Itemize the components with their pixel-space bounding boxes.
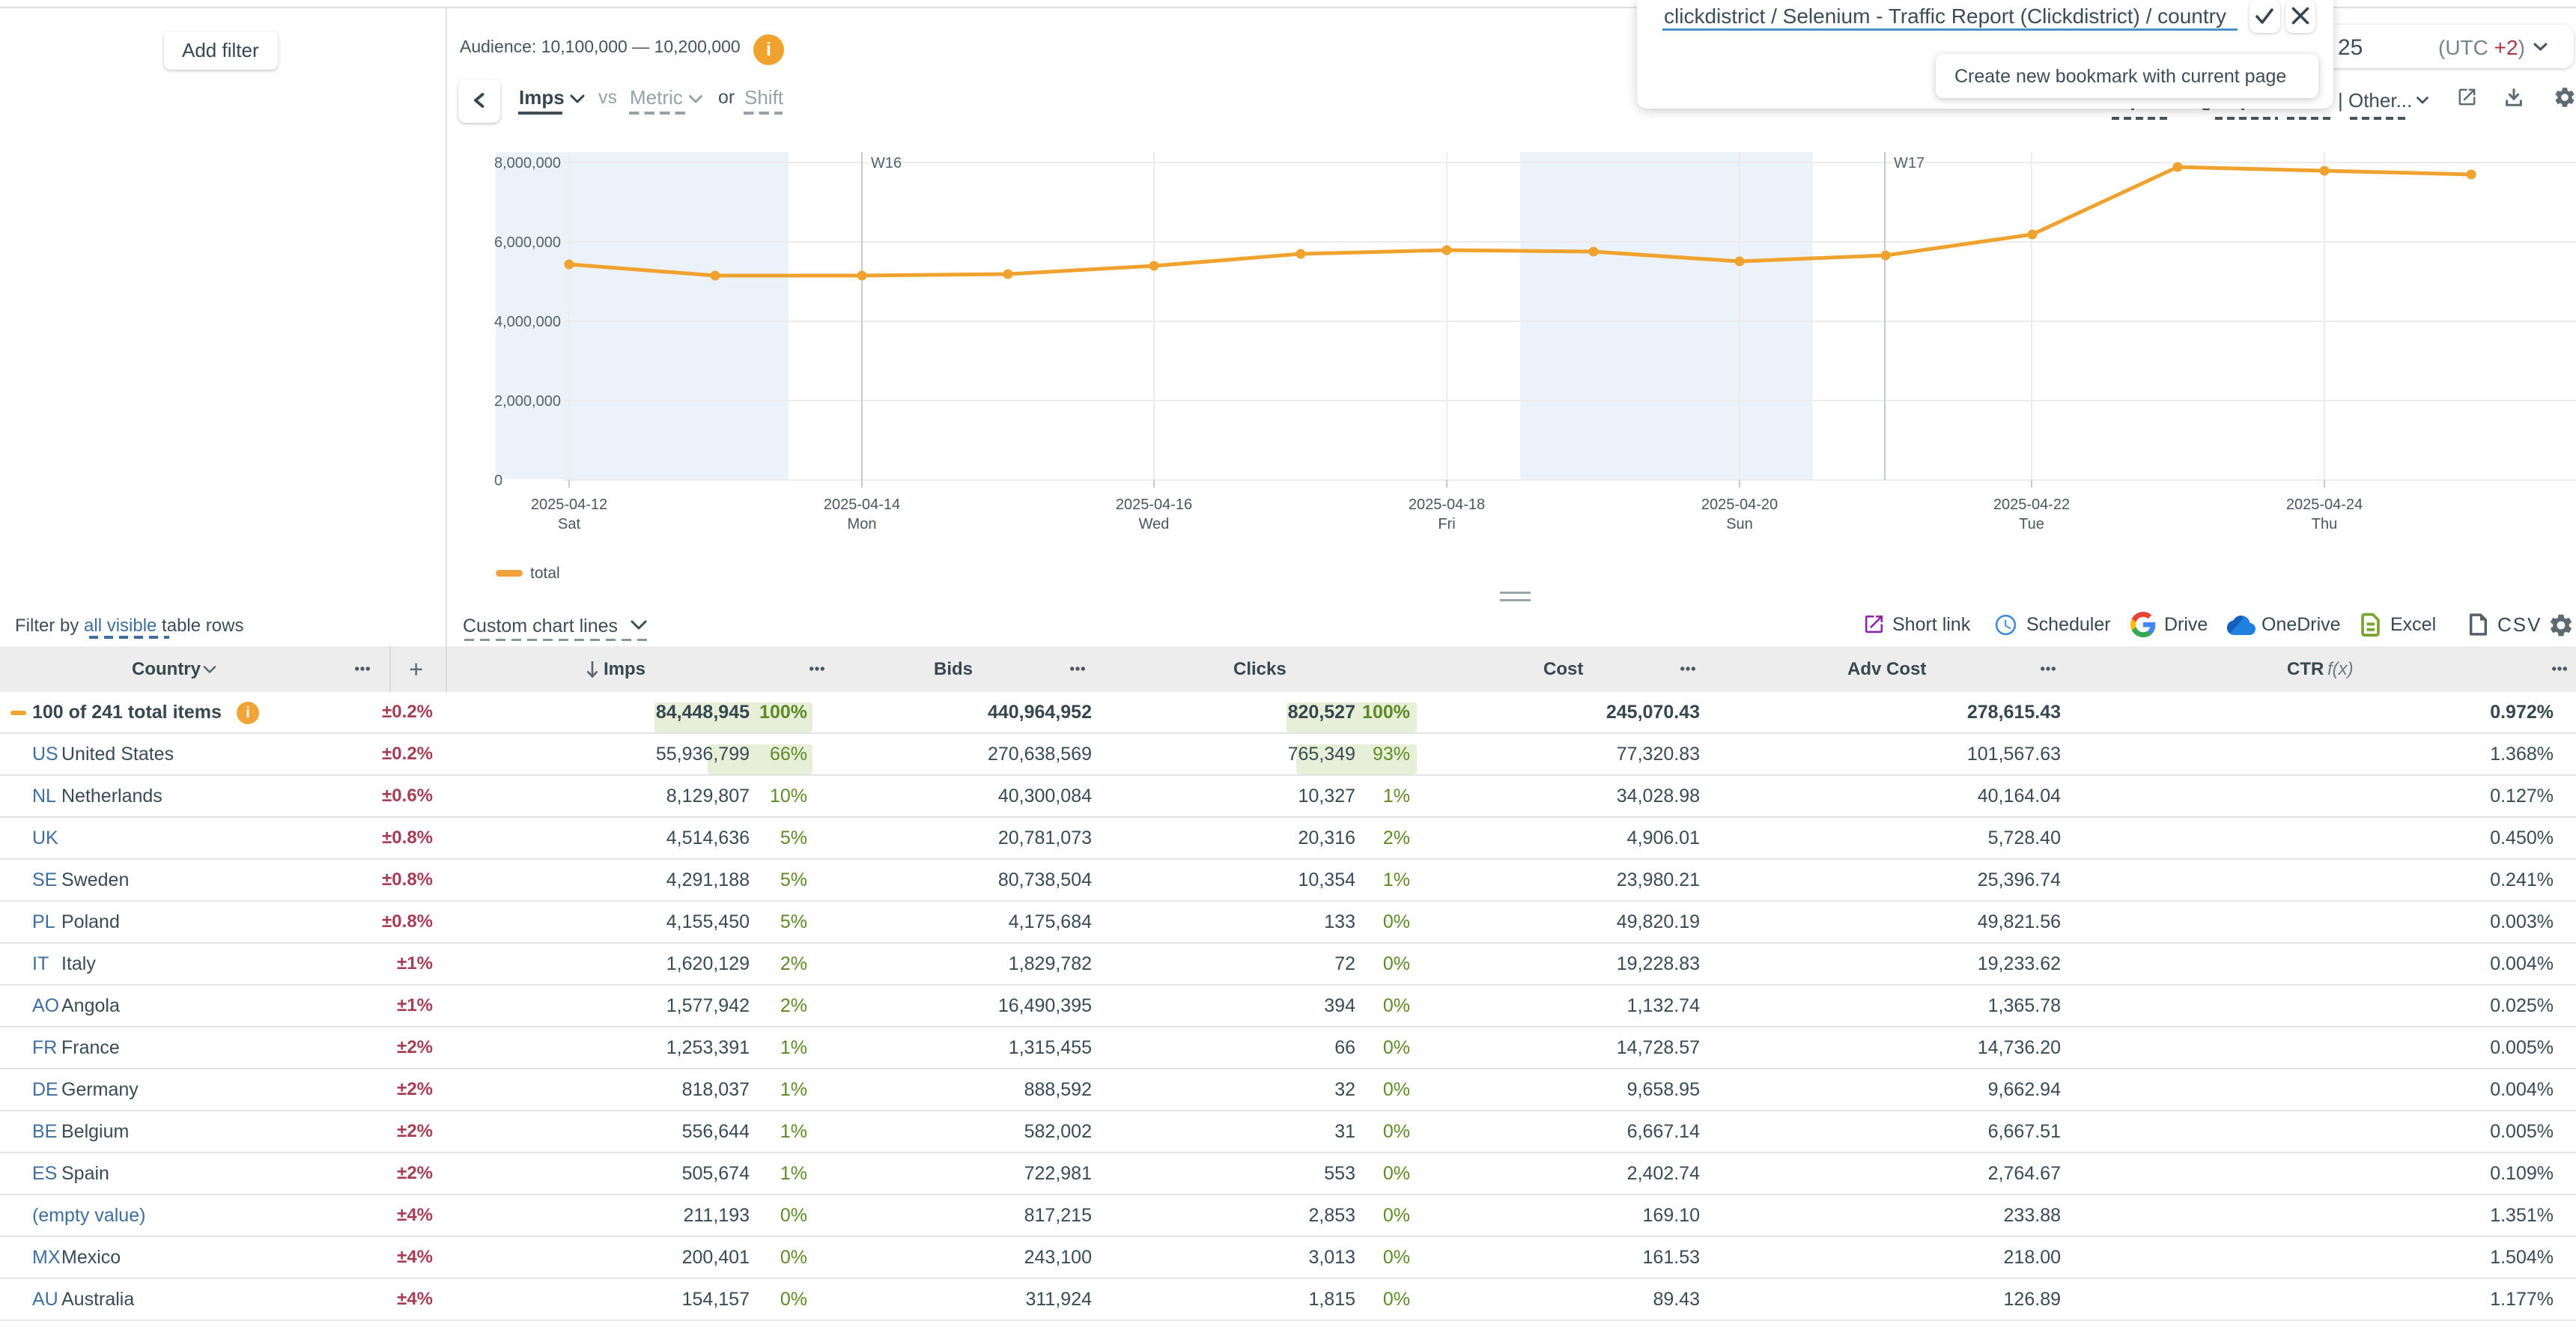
svg-text:2025-04-24: 2025-04-24: [2286, 497, 2363, 513]
svg-text:8,000,000: 8,000,000: [494, 155, 561, 171]
svg-text:2025-04-16: 2025-04-16: [1116, 497, 1192, 513]
svg-text:W16: W16: [871, 155, 902, 171]
svg-text:2025-04-12: 2025-04-12: [531, 497, 607, 513]
svg-text:Fri: Fri: [1438, 516, 1455, 532]
svg-text:2025-04-20: 2025-04-20: [1701, 497, 1778, 513]
svg-text:Sat: Sat: [558, 516, 580, 532]
svg-text:2025-04-14: 2025-04-14: [824, 497, 900, 513]
svg-text:2,000,000: 2,000,000: [494, 393, 561, 410]
svg-text:Thu: Thu: [2312, 516, 2337, 532]
svg-text:2025-04-18: 2025-04-18: [1409, 497, 1485, 513]
svg-text:4,000,000: 4,000,000: [494, 314, 561, 330]
svg-text:Tue: Tue: [2019, 516, 2044, 532]
svg-text:W17: W17: [1894, 155, 1925, 171]
svg-text:0: 0: [494, 473, 502, 489]
svg-text:Wed: Wed: [1139, 516, 1170, 532]
svg-text:Sun: Sun: [1726, 516, 1753, 532]
svg-text:2025-04-22: 2025-04-22: [1993, 497, 2070, 513]
svg-text:6,000,000: 6,000,000: [494, 234, 561, 251]
svg-text:Mon: Mon: [848, 516, 877, 532]
